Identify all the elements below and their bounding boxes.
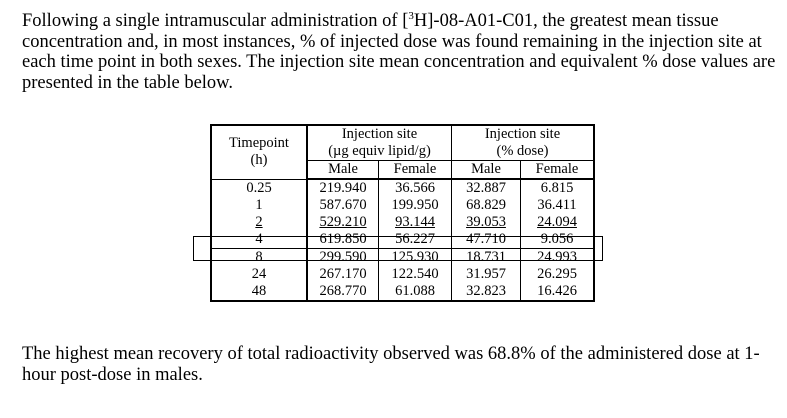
intro-text-start: Following a single intramuscular adminis… (22, 11, 409, 31)
table-cell: 39.053 (451, 214, 521, 231)
table-cell: 619.850 (306, 231, 379, 249)
table-cell: 68.829 (451, 197, 521, 214)
concentration-group-title: Injection site (341, 126, 418, 142)
timepoint-cell: 48 (210, 283, 308, 301)
table-cell: 219.940 (306, 179, 379, 197)
table-row: 1 587.670 199.950 68.829 36.411 (210, 197, 595, 214)
table-cell: 93.144 (378, 214, 452, 231)
table-cell: 26.295 (520, 266, 595, 283)
dose-group-title: Injection site (484, 126, 561, 142)
table-cell: 587.670 (306, 197, 379, 214)
table-cell: 18.731 (451, 248, 521, 266)
table-row: 24 267.170 122.540 31.957 26.295 (210, 266, 595, 283)
table-cell: 32.823 (451, 283, 521, 301)
timepoint-cell: 8 (210, 248, 308, 266)
timepoint-cell: 0.25 (210, 179, 308, 197)
concentration-group-header: Injection site (µg equiv lipid/g) (306, 125, 452, 161)
subheader-female-dose: Female (520, 160, 595, 180)
table-cell: 56.227 (378, 231, 452, 249)
subheader-male-conc: Male (306, 160, 379, 180)
table-cell: 36.566 (378, 179, 452, 197)
table-cell: 36.411 (520, 197, 595, 214)
subheader-female-conc: Female (378, 160, 452, 180)
intro-text-rest: H]-08-A01-C01, the greatest mean tissue … (22, 11, 776, 93)
table-row: 48 268.770 61.088 32.823 16.426 (210, 283, 595, 301)
timepoint-header-unit: (h) (250, 152, 268, 169)
timepoint-header-label: Timepoint (229, 135, 289, 152)
concentration-group-unit: (µg equiv lipid/g) (328, 143, 431, 159)
table-cell: 16.426 (520, 283, 595, 301)
table-cell: 268.770 (306, 283, 379, 301)
table-cell: 31.957 (451, 266, 521, 283)
table-cell: 529.210 (306, 214, 379, 231)
timepoint-cell: 2 (210, 214, 308, 231)
table-row: 0.25 219.940 36.566 32.887 6.815 (210, 179, 595, 197)
table-cell: 267.170 (306, 266, 379, 283)
table-cell: 122.540 (378, 266, 452, 283)
dose-group-header: Injection site (% dose) (451, 125, 595, 161)
subheader-male-dose: Male (451, 160, 521, 180)
table-cell: 299.590 (306, 248, 379, 266)
timepoint-cell: 4 (210, 231, 308, 249)
injection-site-table: Timepoint (h) Injection site (µg equiv l… (210, 124, 595, 302)
table-cell: 47.710 (451, 231, 521, 249)
table-cell: 9.056 (520, 231, 595, 249)
timepoint-cell: 24 (210, 266, 308, 283)
timepoint-cell: 1 (210, 197, 308, 214)
table-cell: 24.993 (520, 248, 595, 266)
table-cell: 199.950 (378, 197, 452, 214)
isotope-superscript: 3 (408, 9, 414, 22)
table-cell: 125.930 (378, 248, 452, 266)
table-row: 8 299.590 125.930 18.731 24.993 (210, 248, 595, 266)
summary-paragraph: The highest mean recovery of total radio… (22, 344, 760, 385)
table-row: 4 619.850 56.227 47.710 9.056 (210, 231, 595, 249)
table-cell: 6.815 (520, 179, 595, 197)
intro-paragraph: Following a single intramuscular adminis… (22, 9, 782, 93)
timepoint-header: Timepoint (h) (210, 125, 308, 180)
dose-group-unit: (% dose) (496, 143, 549, 159)
table-cell: 32.887 (451, 179, 521, 197)
table-cell: 61.088 (378, 283, 452, 301)
table-cell: 24.094 (520, 214, 595, 231)
table-row: 2 529.210 93.144 39.053 24.094 (210, 214, 595, 231)
